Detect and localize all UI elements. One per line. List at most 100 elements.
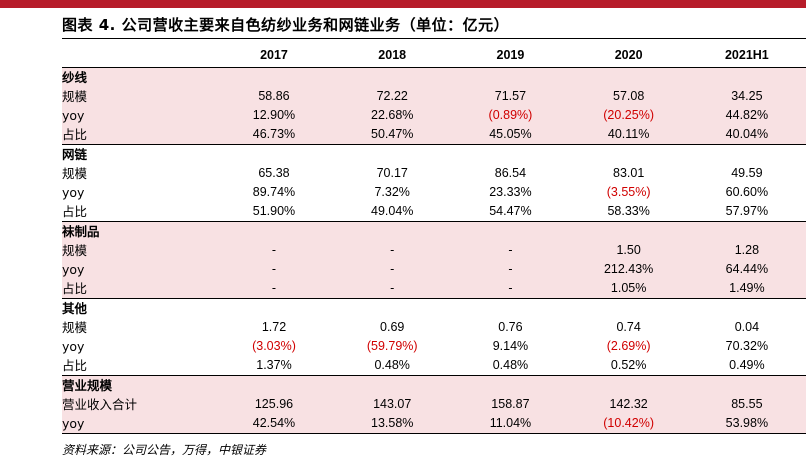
value-cell: 57.08 xyxy=(569,87,688,106)
empty-cell xyxy=(214,221,334,241)
value-cell: - xyxy=(451,279,570,299)
empty-cell xyxy=(451,144,570,164)
title-divider xyxy=(62,38,806,39)
value-cell: 34.25 xyxy=(687,87,806,106)
empty-cell xyxy=(333,375,452,395)
group-header-row: 营业规模 xyxy=(62,375,806,395)
empty-cell xyxy=(214,67,334,87)
header-label-cell xyxy=(62,43,215,68)
value-cell: 0.52% xyxy=(610,358,647,372)
group-name: 其他 xyxy=(62,298,215,318)
value-cell: 0.69 xyxy=(380,320,405,334)
row-label: 规模 xyxy=(62,320,88,335)
value-cell: (3.55%) xyxy=(606,185,651,199)
value-cell: 22.68% xyxy=(333,106,452,125)
row-label: yoy xyxy=(62,185,85,200)
table-row: yoy 42.54% 13.58% 11.04% (10.42%) 53.98% xyxy=(62,414,806,434)
value-cell: 40.11% xyxy=(569,125,688,145)
group-header-row: 袜制品 xyxy=(62,221,806,241)
value-cell: 57.97% xyxy=(725,204,769,218)
value-cell: 7.32% xyxy=(374,185,410,199)
empty-cell xyxy=(569,298,688,318)
table-row: 营业收入合计 125.96 143.07 158.87 142.32 85.55 xyxy=(62,395,806,414)
empty-cell xyxy=(333,221,452,241)
table-row: 占比 1.37% 0.48% 0.48% 0.52% 0.49% xyxy=(62,356,806,376)
value-cell: - xyxy=(333,241,452,260)
revenue-table: 2017 2018 2019 2020 2021H1 纱线 规模 58.86 72.2… xyxy=(62,43,806,434)
value-cell: 58.86 xyxy=(214,87,334,106)
empty-cell xyxy=(451,221,570,241)
value-cell: 50.47% xyxy=(333,125,452,145)
row-label: 规模 xyxy=(62,166,88,181)
group-header-row: 纱线 xyxy=(62,67,806,87)
group-name: 网链 xyxy=(62,144,215,164)
table-row: 占比 - - -1.05% 1.49% xyxy=(62,279,806,299)
value-cell: 58.33% xyxy=(607,204,650,218)
value-cell: 1.05% xyxy=(569,279,688,299)
value-cell: - xyxy=(451,241,570,260)
value-cell: 1.72 xyxy=(261,320,287,334)
top-accent-bar xyxy=(0,0,806,8)
row-label: yoy xyxy=(62,260,215,279)
value-cell: - xyxy=(214,241,334,260)
value-cell: (2.69%) xyxy=(606,339,651,353)
value-cell: 9.14% xyxy=(492,339,529,353)
value-cell: 45.05% xyxy=(451,125,570,145)
empty-cell xyxy=(333,67,452,87)
value-cell: 89.74% xyxy=(252,185,296,199)
empty-cell xyxy=(451,298,570,318)
row-label: 占比 xyxy=(62,125,215,145)
table-row: yoy (3.03%) (59.79%) 9.14% (2.69%) 70.32% xyxy=(62,337,806,356)
group-header-row: 其他 xyxy=(62,298,806,318)
empty-cell xyxy=(687,144,806,164)
value-cell: 142.32 xyxy=(569,395,688,414)
group-name: 袜制品 xyxy=(62,221,215,241)
header-year-2018: 2018 xyxy=(333,43,452,68)
table-row: 规模 - - -1.50 1.28 xyxy=(62,241,806,260)
value-cell: (0.89%) xyxy=(451,106,570,125)
row-label: 占比 xyxy=(62,204,88,219)
value-cell: 86.54 xyxy=(494,166,527,180)
empty-cell xyxy=(333,144,452,164)
group-name: 营业规模 xyxy=(62,375,215,395)
row-label: 营业收入合计 xyxy=(62,395,215,414)
value-cell: 72.22 xyxy=(333,87,452,106)
value-cell: 143.07 xyxy=(333,395,452,414)
value-cell: 44.82% xyxy=(687,106,806,125)
empty-cell xyxy=(569,221,688,241)
empty-cell xyxy=(687,67,806,87)
value-cell: 64.44% xyxy=(687,260,806,279)
value-cell: 71.57 xyxy=(451,87,570,106)
value-cell: 0.48% xyxy=(492,358,529,372)
empty-cell xyxy=(333,298,452,318)
value-cell: 49.04% xyxy=(371,204,414,218)
value-cell: (3.03%) xyxy=(252,339,296,353)
value-cell: - xyxy=(214,279,334,299)
row-label: 占比 xyxy=(62,279,215,299)
value-cell: - xyxy=(333,260,452,279)
value-cell: 212.43% xyxy=(569,260,688,279)
value-cell: (59.79%) xyxy=(366,339,418,353)
value-cell: 23.33% xyxy=(489,185,532,199)
empty-cell xyxy=(687,298,806,318)
row-label: 规模 xyxy=(62,87,215,106)
header-year-2017: 2017 xyxy=(214,43,334,68)
value-cell: - xyxy=(333,279,452,299)
empty-cell xyxy=(451,67,570,87)
value-cell: (20.25%) xyxy=(569,106,688,125)
value-cell: (10.42%) xyxy=(569,414,688,434)
empty-cell xyxy=(214,298,334,318)
value-cell: 0.04 xyxy=(734,320,760,334)
header-year-2020: 2020 xyxy=(569,43,688,68)
row-label: 占比 xyxy=(62,358,88,373)
table-row: 占比 51.90% 49.04% 54.47% 58.33% 57.97% xyxy=(62,202,806,222)
table-row: 规模 58.86 72.22 71.57 57.08 34.25 xyxy=(62,87,806,106)
empty-cell xyxy=(687,375,806,395)
value-cell: 11.04% xyxy=(451,414,570,434)
group-header-row: 网链 xyxy=(62,144,806,164)
row-label: 规模 xyxy=(62,241,215,260)
row-label: yoy xyxy=(62,339,85,354)
empty-cell xyxy=(451,375,570,395)
value-cell: 158.87 xyxy=(451,395,570,414)
value-cell: 46.73% xyxy=(214,125,334,145)
